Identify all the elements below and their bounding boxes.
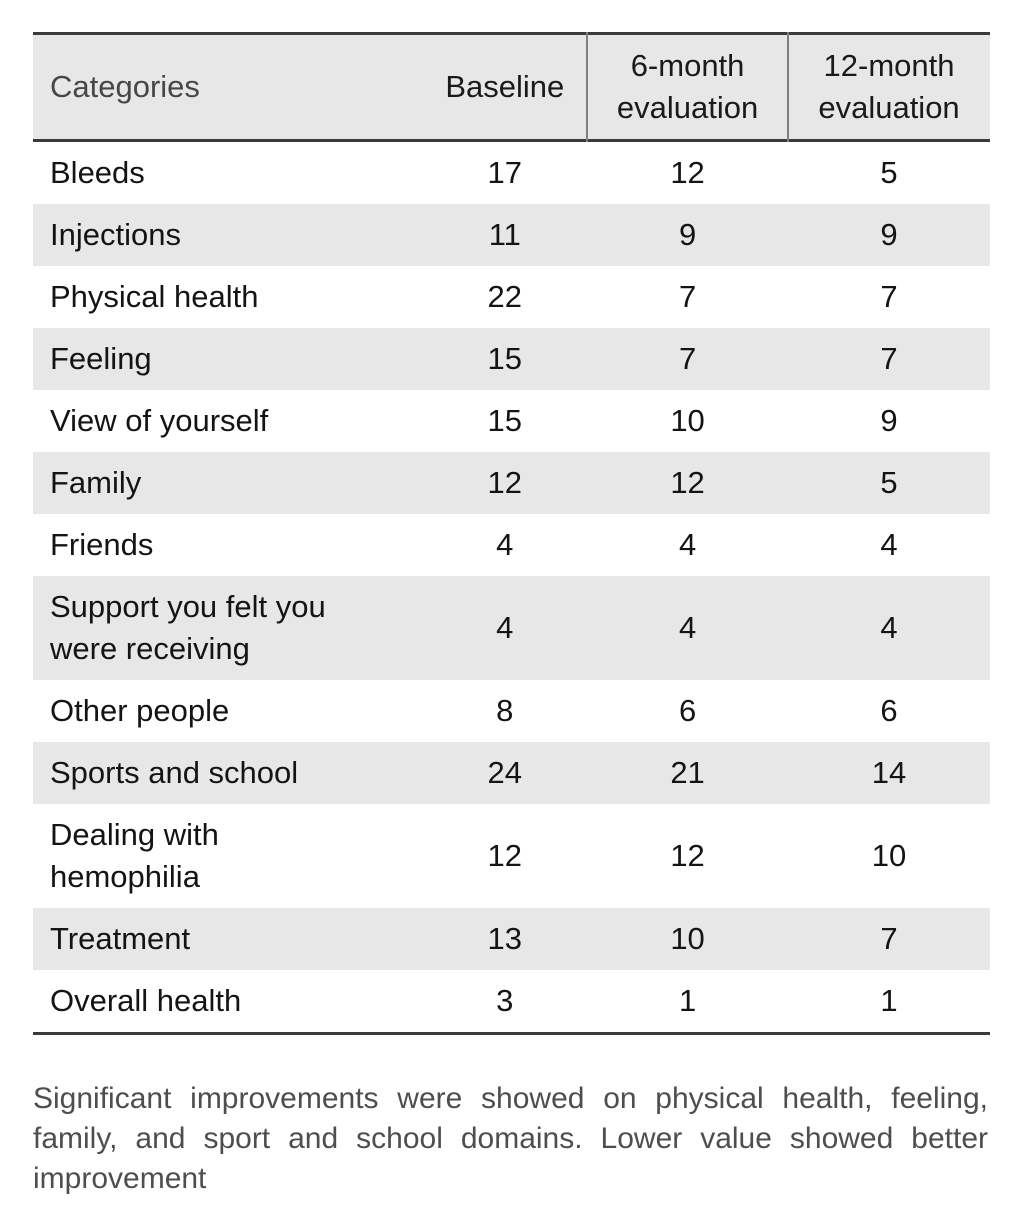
six-month-value-cell: 9: [587, 204, 789, 266]
baseline-value-cell: 4: [422, 576, 588, 680]
header-baseline: Baseline: [422, 32, 588, 142]
category-cell: Treatment: [33, 908, 423, 970]
twelve-month-value-cell: 9: [880, 403, 898, 438]
table-row: Friends 4 4 4: [33, 514, 990, 576]
table-header: Categories Baseline 6-month evaluation 1…: [33, 32, 990, 144]
twelve-month-value-cell: 5: [788, 452, 990, 514]
table-row: Physical health 22 7 7: [33, 266, 990, 328]
category-cell: Overall health: [33, 970, 423, 1035]
header-twelve-month-evaluation: 12-month evaluation: [787, 32, 990, 144]
table-row: Dealing with hemophilia 12 12 10: [33, 804, 990, 908]
table-row: Feeling 15 7 7: [33, 328, 990, 390]
baseline-value-cell: 22: [487, 279, 523, 314]
category-cell: Support you felt you were receiving: [33, 576, 423, 680]
baseline-value-cell: 13: [422, 908, 588, 970]
twelve-month-value-cell: 7: [880, 279, 898, 314]
baseline-value-cell: 3: [422, 970, 588, 1035]
baseline-value-cell: 11: [422, 204, 588, 266]
twelve-month-value-cell: 4: [880, 527, 898, 562]
baseline-value-cell: 4: [496, 527, 514, 562]
twelve-month-value-cell: 14: [788, 742, 990, 804]
twelve-month-value-cell: 9: [788, 204, 990, 266]
table-row: Injections 11 9 9: [33, 204, 990, 266]
six-month-value-cell: 10: [670, 403, 705, 438]
six-month-value-cell: 6: [678, 693, 697, 728]
table-row: Other people 8 6 6: [33, 680, 990, 742]
twelve-month-value-cell: 5: [880, 155, 898, 190]
table-body: Bleeds 17 12 5 Injections 11 9 9 Physica…: [33, 141, 990, 1035]
baseline-value-cell: 24: [422, 742, 588, 804]
table-footnote: Significant improvements were showed on …: [33, 1082, 988, 1195]
category-cell: Family: [33, 452, 423, 514]
twelve-month-value-cell: 6: [880, 693, 898, 728]
category-cell: View of yourself: [50, 403, 269, 438]
baseline-value-cell: 12: [487, 838, 523, 873]
baseline-value-cell: 15: [422, 328, 588, 390]
baseline-value-cell: 12: [422, 452, 588, 514]
six-month-value-cell: 4: [587, 576, 789, 680]
table-row: View of yourself 15 10 9: [33, 390, 990, 452]
twelve-month-value-cell: 4: [788, 576, 990, 680]
header-row: Categories Baseline 6-month evaluation 1…: [33, 32, 990, 144]
outcomes-table: Categories Baseline 6-month evaluation 1…: [33, 32, 990, 1035]
category-cell: Physical health: [50, 279, 259, 314]
six-month-value-cell: 12: [670, 838, 705, 873]
category-cell: Bleeds: [50, 155, 145, 190]
six-month-value-cell: 21: [587, 742, 789, 804]
category-cell: Other people: [50, 693, 230, 728]
category-cell: Dealing with hemophilia: [50, 817, 219, 894]
twelve-month-value-cell: 7: [788, 328, 990, 390]
baseline-value-cell: 15: [487, 403, 523, 438]
six-month-value-cell: 7: [678, 279, 697, 314]
table-row: Overall health 3 1 1: [33, 970, 990, 1035]
header-categories: Categories: [33, 32, 423, 142]
six-month-value-cell: 4: [678, 527, 697, 562]
baseline-value-cell: 8: [496, 693, 514, 728]
table-row: Treatment 13 10 7: [33, 908, 990, 970]
six-month-value-cell: 12: [587, 452, 789, 514]
table-row: Family 12 12 5: [33, 452, 990, 514]
table-figure: Categories Baseline 6-month evaluation 1…: [33, 32, 990, 1195]
category-cell: Injections: [33, 204, 423, 266]
category-cell: Feeling: [33, 328, 423, 390]
header-six-month-evaluation: 6-month evaluation: [586, 32, 789, 144]
table-row: Bleeds 17 12 5: [33, 141, 990, 205]
six-month-value-cell: 1: [587, 970, 789, 1035]
table-row: Support you felt you were receiving 4 4 …: [33, 576, 990, 680]
six-month-value-cell: 12: [670, 155, 705, 190]
baseline-value-cell: 17: [487, 155, 523, 190]
twelve-month-value-cell: 1: [788, 970, 990, 1035]
six-month-value-cell: 10: [587, 908, 789, 970]
category-cell: Sports and school: [33, 742, 423, 804]
six-month-value-cell: 7: [587, 328, 789, 390]
table-row: Sports and school 24 21 14: [33, 742, 990, 804]
category-cell: Friends: [50, 527, 154, 562]
twelve-month-value-cell: 10: [871, 838, 907, 873]
twelve-month-value-cell: 7: [788, 908, 990, 970]
